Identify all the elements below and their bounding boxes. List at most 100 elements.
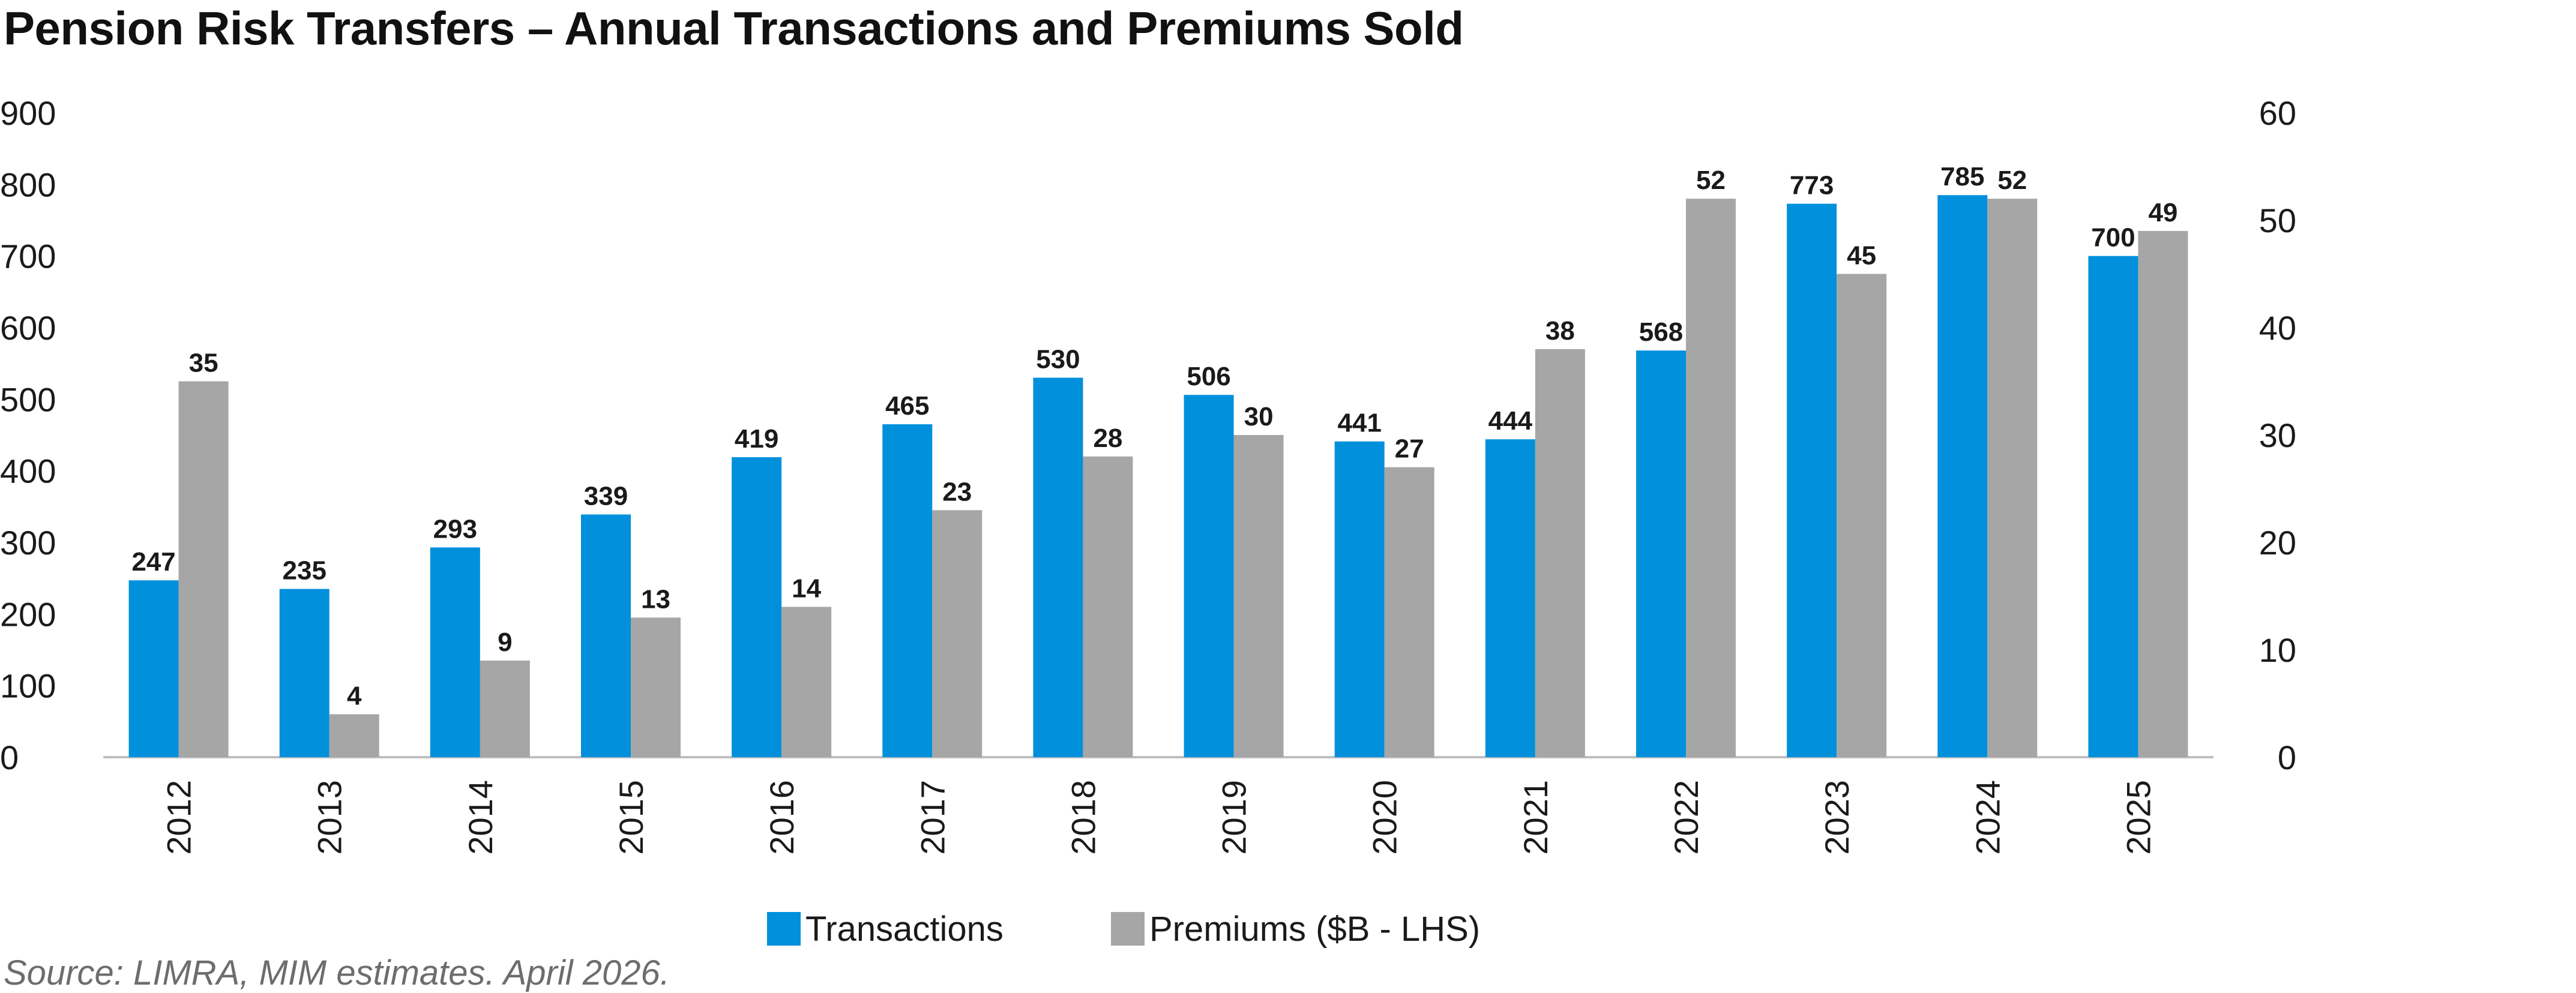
category-label: 2018 xyxy=(1064,780,1102,855)
left-tick-label: 800 xyxy=(0,166,56,203)
source-note: Source: LIMRA, MIM estimates. April 2026… xyxy=(4,953,670,992)
category-label: 2019 xyxy=(1215,780,1253,855)
data-label-transactions: 235 xyxy=(283,556,327,586)
right-tick-label: 40 xyxy=(2259,309,2296,347)
data-label-transactions: 339 xyxy=(584,481,628,511)
data-label-transactions: 441 xyxy=(1338,409,1382,438)
left-tick-label: 0 xyxy=(0,739,19,776)
data-label-transactions: 530 xyxy=(1036,345,1080,374)
bar-premiums xyxy=(1987,199,2038,757)
left-tick-label: 600 xyxy=(0,309,56,347)
data-label-transactions: 247 xyxy=(131,547,175,577)
data-label-premiums: 52 xyxy=(1696,166,1726,195)
bar-premiums xyxy=(480,660,530,757)
chart-title: Pension Risk Transfers – Annual Transact… xyxy=(4,2,1464,55)
data-label-premiums: 49 xyxy=(2148,198,2177,227)
bar-transactions xyxy=(882,424,933,757)
category-label: 2017 xyxy=(913,780,951,855)
bar-premiums xyxy=(178,381,229,757)
right-tick-label: 10 xyxy=(2259,631,2296,669)
bar-transactions xyxy=(2088,256,2138,758)
right-tick-label: 20 xyxy=(2259,524,2296,562)
data-label-premiums: 13 xyxy=(641,584,670,614)
left-axis-ticks: 0 100 200 300 400 500 600 700 800 900 xyxy=(0,94,56,776)
data-label-premiums: 45 xyxy=(1847,241,1876,271)
left-tick-label: 900 xyxy=(0,94,56,132)
data-label-transactions: 568 xyxy=(1639,317,1683,347)
category-label: 2022 xyxy=(1667,780,1705,855)
category-label: 2025 xyxy=(2119,780,2157,855)
left-tick-label: 500 xyxy=(0,380,56,418)
category-labels: 2012 2013 2014 2015 2016 2017 2018 2019 2020 2021… xyxy=(160,780,2158,855)
bar-premiums xyxy=(1686,199,1736,757)
data-label-transactions: 506 xyxy=(1187,362,1230,391)
data-label-premiums: 9 xyxy=(498,628,512,657)
left-tick-label: 700 xyxy=(0,238,56,275)
data-label-transactions: 465 xyxy=(885,391,929,421)
bar-premiums xyxy=(1535,349,1585,757)
bar-transactions xyxy=(732,457,782,757)
bar-transactions xyxy=(1636,350,1686,757)
right-tick-label: 60 xyxy=(2259,94,2296,132)
category-label: 2012 xyxy=(160,780,198,855)
bar-transactions xyxy=(1033,377,1083,757)
right-tick-label: 30 xyxy=(2259,416,2296,454)
data-label-premiums: 30 xyxy=(1244,402,1274,431)
bar-transactions xyxy=(279,589,330,757)
data-label-premiums: 38 xyxy=(1545,316,1575,346)
bar-premiums xyxy=(781,607,832,757)
data-label-transactions: 773 xyxy=(1790,171,1834,200)
data-label-premiums: 28 xyxy=(1093,424,1122,453)
left-tick-label: 400 xyxy=(0,452,56,490)
legend: Transactions Premiums ($B - LHS) xyxy=(767,910,1480,949)
right-tick-label: 0 xyxy=(2278,739,2296,776)
category-label: 2016 xyxy=(763,780,801,855)
bar-premiums xyxy=(1083,456,1133,757)
bar-premiums xyxy=(932,510,983,757)
legend-swatch-premiums xyxy=(1111,912,1145,946)
data-label-transactions: 293 xyxy=(433,514,477,544)
data-label-premiums: 27 xyxy=(1395,434,1424,464)
bar-transactions xyxy=(581,514,631,757)
data-label-transactions: 444 xyxy=(1488,406,1533,436)
right-tick-label: 50 xyxy=(2259,202,2296,239)
right-axis-ticks: 0 10 20 30 40 50 60 xyxy=(2259,94,2296,776)
legend-label-premiums: Premiums ($B - LHS) xyxy=(1149,910,1480,949)
data-label-group: 247 35 235 4 293 9 339 13 419 14 465 23 530 28 506 30 44… xyxy=(131,162,2177,710)
bar-transactions xyxy=(430,547,480,757)
data-label-premiums: 35 xyxy=(189,349,218,378)
data-label-premiums: 4 xyxy=(347,681,362,710)
bar-transactions xyxy=(1787,203,1837,757)
category-label: 2014 xyxy=(462,780,499,855)
category-label: 2021 xyxy=(1517,780,1554,855)
category-label: 2015 xyxy=(612,780,650,855)
category-label: 2020 xyxy=(1366,780,1404,855)
legend-label-transactions: Transactions xyxy=(805,910,1004,949)
bar-transactions xyxy=(1184,395,1234,757)
legend-swatch-transactions xyxy=(767,912,801,946)
bar-transactions xyxy=(128,580,179,757)
data-label-premiums: 14 xyxy=(792,574,821,603)
bar-group xyxy=(128,195,2188,758)
left-tick-label: 200 xyxy=(0,595,56,633)
bar-premiums xyxy=(1233,435,1284,757)
data-label-transactions: 700 xyxy=(2091,223,2135,253)
data-label-premiums: 52 xyxy=(1997,166,2027,195)
bar-transactions xyxy=(1485,439,1535,757)
category-label: 2023 xyxy=(1818,780,1856,855)
left-tick-label: 300 xyxy=(0,524,56,562)
bar-premiums xyxy=(2138,230,2188,757)
bar-premiums xyxy=(1384,467,1434,757)
data-label-premiums: 23 xyxy=(942,477,972,506)
data-label-transactions: 419 xyxy=(735,424,778,454)
bar-premiums xyxy=(329,714,379,757)
category-label: 2013 xyxy=(311,780,349,855)
left-tick-label: 100 xyxy=(0,667,56,705)
bar-transactions xyxy=(1334,441,1385,757)
bar-premiums xyxy=(1837,274,1887,757)
bar-premiums xyxy=(631,617,681,757)
bar-transactions xyxy=(1937,195,1988,757)
category-label: 2024 xyxy=(1969,780,2006,855)
data-label-transactions: 785 xyxy=(1940,162,1984,191)
